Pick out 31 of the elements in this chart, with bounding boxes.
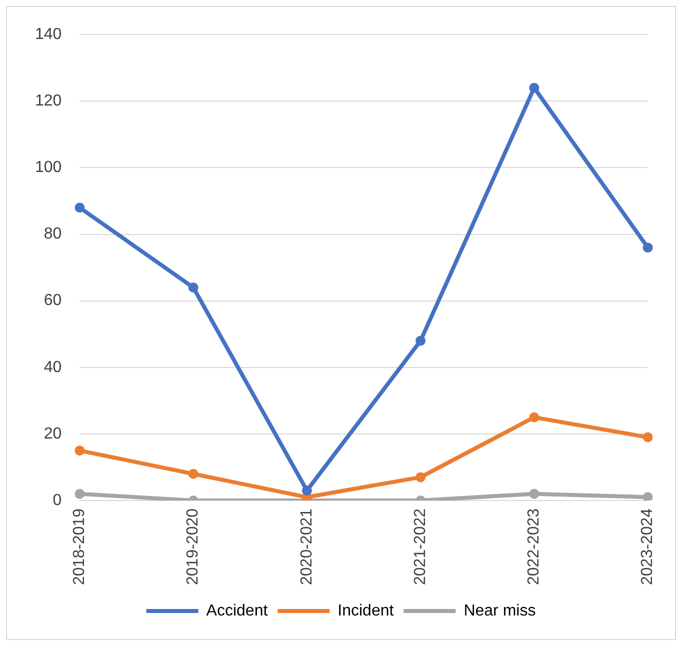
y-tick-label: 80 <box>44 226 62 243</box>
x-tick-label: 2020-2021 <box>298 508 316 585</box>
y-tick-label: 140 <box>34 26 62 44</box>
x-tick-label: 2018-2019 <box>71 508 88 585</box>
legend-label: Incident <box>338 602 394 620</box>
point <box>188 468 198 479</box>
legend-label: Accident <box>206 602 268 620</box>
point <box>74 202 85 213</box>
y-tick-label: 120 <box>34 92 62 110</box>
x-tick-label: 2021-2022 <box>412 508 429 585</box>
y-tick-label: 100 <box>34 159 62 176</box>
point <box>302 486 312 496</box>
y-tick-label: 60 <box>44 292 62 310</box>
y-tick-label: 40 <box>44 358 62 376</box>
y-tick-label: 0 <box>52 492 62 509</box>
point <box>188 282 198 293</box>
point <box>529 82 540 93</box>
x-tick-label: 2019-2020 <box>184 508 202 585</box>
point <box>416 336 426 346</box>
point <box>74 488 85 499</box>
point <box>529 488 540 499</box>
point <box>642 492 653 500</box>
point <box>74 446 85 456</box>
legend-label: Near miss <box>464 602 536 620</box>
point <box>642 242 653 253</box>
point <box>416 472 426 482</box>
point <box>642 432 653 442</box>
x-tick-label: 2023-2024 <box>639 508 656 585</box>
point <box>529 412 540 422</box>
x-tick-label: 2022-2023 <box>526 508 543 585</box>
y-tick-label: 20 <box>44 425 62 442</box>
